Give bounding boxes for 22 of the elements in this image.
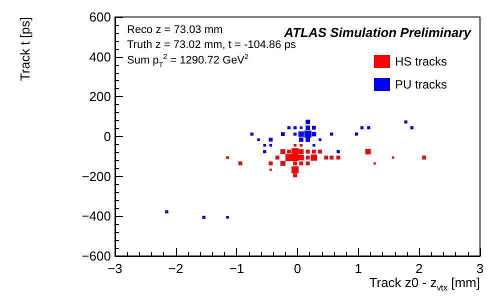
x-tick-label: 3 [476,261,484,276]
legend-label: PU tracks [394,78,448,92]
y-tick-label: −600 [82,248,111,264]
y-axis-title: Track t [ps] [18,17,32,81]
y-tick-label: 200 [89,89,111,104]
text: ATLAS Simulation Preliminary [283,25,472,40]
y-tick-label: 0 [104,129,111,144]
x-tick-label: 0 [294,261,302,276]
y-tick-label: −400 [82,208,111,224]
x-tick-label: −3 [108,261,122,276]
x-tick-label: −1 [229,261,244,276]
x-tick-label: 2 [416,261,423,276]
annotation: Truth z = 73.02 mm, t = -104.86 ps [127,39,296,52]
y-tick-label: 600 [89,10,111,24]
legend-label: HS tracks [394,54,448,68]
y-tick-label: 400 [89,49,111,64]
x-tick-label: −2 [168,261,184,276]
annotation: Reco z = 73.03 mm [127,24,223,36]
y-tick-label: −200 [82,168,111,184]
x-axis-title: Track z0 - z$_{vtx}$ [mm] [369,275,480,293]
annotation: Sum p$_{T}$$^{2}$ = 1290.72 GeV$^{2}$ [127,53,249,70]
x-tick-label: 1 [354,261,362,276]
